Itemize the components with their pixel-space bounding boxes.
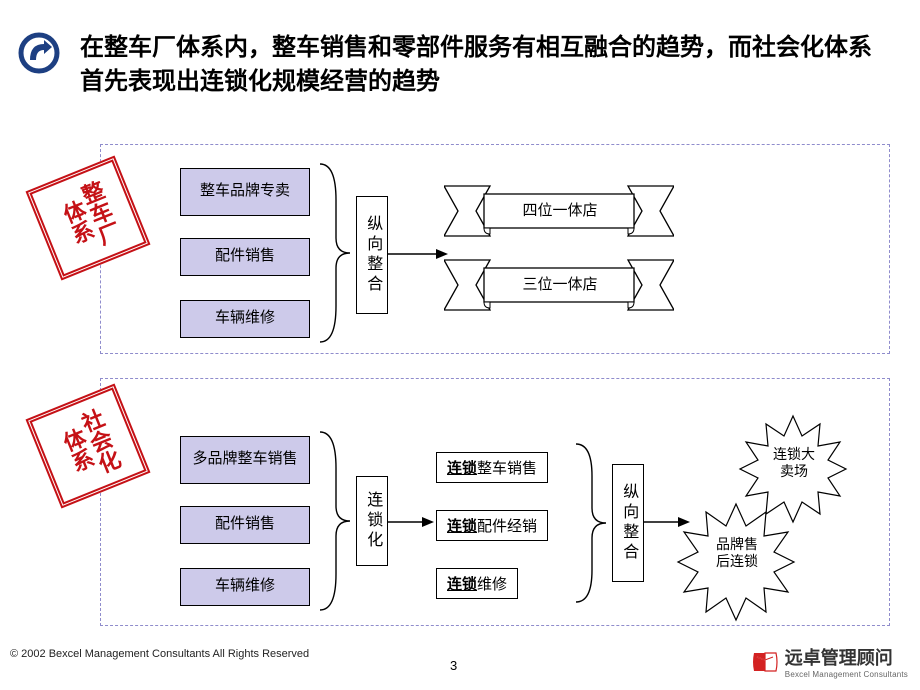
arrow-icon-2 [388,516,434,528]
box-parts-sale: 配件销售 [180,238,310,276]
star-label-1: 连锁大卖场 [770,448,818,482]
box-vehicle-repair-2: 车辆维修 [180,568,310,606]
brace-icon-2 [314,428,354,614]
vlabel-vertical-integration: 纵向整合 [356,196,388,314]
arrow-icon [388,248,448,260]
page-title: 在整车厂体系内，整车销售和零部件服务有相互融合的趋势，而社会化体系首先表现出连锁… [80,32,880,99]
box-multibrand-sale: 多品牌整车销售 [180,436,310,484]
footer-copyright: © 2002 Bexcel Management Consultants All… [10,648,330,662]
ribbon-3in1-label: 三位一体店 [490,273,630,294]
box-brand-sale: 整车品牌专卖 [180,168,310,216]
stamp-oem-label: 整车厂体系 [52,175,125,262]
brand-block: 远卓管理顾问 Bexcel Management Consultants [751,644,908,679]
vlabel-vertical-integration-2: 纵向整合 [612,464,644,582]
chain-box-1: 连锁整车销售 [436,452,548,483]
brace-icon-3 [570,440,610,606]
company-logo-icon [18,32,60,74]
chain-box-3: 连锁维修 [436,568,518,599]
brace-icon [314,160,354,346]
vlabel-chain: 连锁化 [356,476,388,566]
box-vehicle-repair: 车辆维修 [180,300,310,338]
star-label-2: 品牌售后连锁 [710,538,764,572]
ribbon-4in1-label: 四位一体店 [490,199,630,220]
page-number: 3 [450,658,457,673]
box-parts-sale-2: 配件销售 [180,506,310,544]
chain-box-2: 连锁配件经销 [436,510,548,541]
brand-logo-icon [751,648,779,676]
stamp-social-label: 社会化体系 [52,403,125,490]
brand-name-cn: 远卓管理顾问 [785,644,908,670]
brand-name-en: Bexcel Management Consultants [785,670,908,679]
